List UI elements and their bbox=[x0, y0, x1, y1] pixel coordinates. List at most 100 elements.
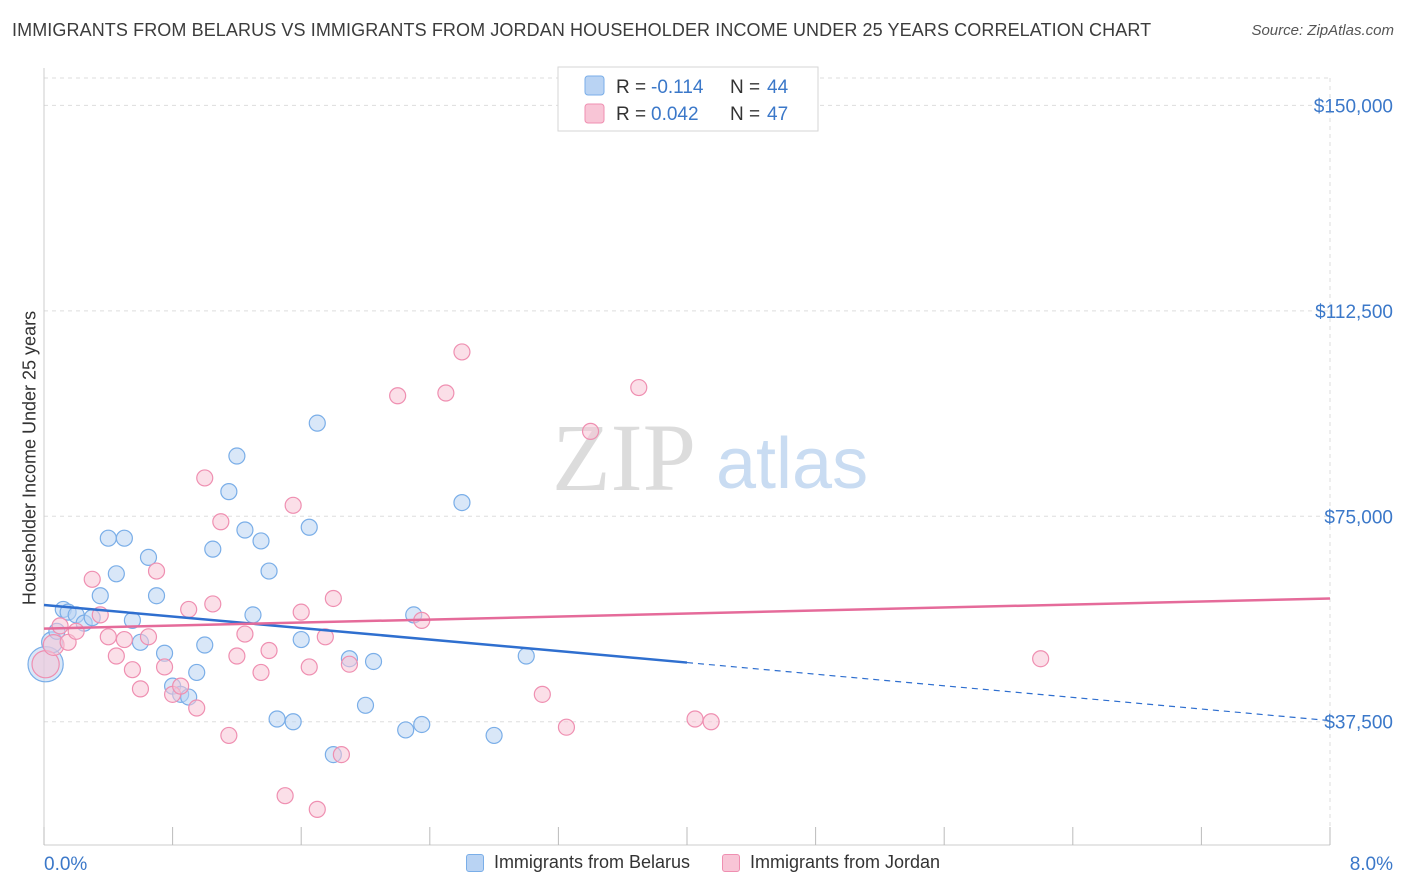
stats-r-label-jordan: R = bbox=[616, 104, 646, 125]
belarus-point-20 bbox=[188, 663, 206, 682]
jordan-trend-line bbox=[43, 597, 1331, 630]
belarus-point-11 bbox=[115, 529, 133, 547]
series-legend: Immigrants from Belarus Immigrants from … bbox=[0, 852, 1406, 873]
y-tick-label-1: $75,000 bbox=[1324, 507, 1393, 528]
jordan-point-25 bbox=[252, 663, 270, 682]
belarus-point-33 bbox=[308, 414, 326, 432]
belarus-point-9 bbox=[99, 529, 117, 547]
jordan-point-19 bbox=[196, 469, 214, 487]
jordan-point-44 bbox=[686, 710, 704, 728]
belarus-point-42 bbox=[485, 726, 503, 745]
jordan-point-17 bbox=[180, 600, 198, 619]
belarus-point-38 bbox=[397, 721, 415, 739]
jordan-point-31 bbox=[308, 800, 326, 818]
legend-swatch-belarus bbox=[465, 853, 484, 872]
jordan-point-42 bbox=[581, 422, 600, 440]
jordan-point-23 bbox=[228, 647, 246, 665]
stats-n-value-jordan: 47 bbox=[767, 104, 788, 125]
jordan-point-18 bbox=[188, 699, 206, 717]
stats-n-label-jordan: N = bbox=[730, 104, 760, 125]
jordan-point-43 bbox=[630, 378, 648, 397]
belarus-point-26 bbox=[244, 606, 262, 624]
belarus-point-24 bbox=[228, 447, 246, 465]
belarus-points bbox=[27, 414, 535, 764]
belarus-point-15 bbox=[147, 587, 166, 605]
legend-entry-jordan[interactable]: Immigrants from Jordan bbox=[722, 852, 940, 873]
belarus-point-27 bbox=[252, 532, 270, 550]
y-tick-label-2: $112,500 bbox=[1315, 302, 1393, 323]
belarus-point-10 bbox=[107, 565, 125, 583]
y-tick-labels: $37,500 $75,000 $112,500 $150,000 bbox=[1314, 96, 1393, 733]
belarus-point-23 bbox=[220, 483, 238, 501]
stats-legend: R = -0.114 N = 44 R = 0.042 N = 47 bbox=[557, 66, 819, 132]
watermark-zip: ZIP bbox=[552, 404, 696, 511]
belarus-point-22 bbox=[204, 540, 222, 558]
belarus-point-21 bbox=[196, 636, 214, 654]
belarus-trend-line bbox=[43, 603, 688, 664]
belarus-point-43 bbox=[517, 647, 535, 665]
y-tick-label-3: $150,000 bbox=[1314, 96, 1393, 117]
axes bbox=[43, 68, 1331, 846]
jordan-point-16 bbox=[172, 677, 190, 695]
legend-label-belarus: Immigrants from Belarus bbox=[493, 852, 690, 872]
belarus-point-28 bbox=[260, 562, 278, 580]
jordan-point-29 bbox=[292, 603, 310, 621]
chart-title: IMMIGRANTS FROM BELARUS VS IMMIGRANTS FR… bbox=[12, 20, 1152, 40]
jordan-point-22 bbox=[220, 726, 238, 745]
x-tick-label-0: 0.0% bbox=[44, 854, 87, 875]
jordan-point-12 bbox=[139, 628, 158, 646]
jordan-point-7 bbox=[99, 628, 117, 646]
belarus-point-40 bbox=[413, 715, 431, 734]
jordan-point-9 bbox=[115, 630, 133, 649]
jordan-point-5 bbox=[83, 570, 101, 588]
y-tick-label-0: $37,500 bbox=[1324, 713, 1393, 734]
jordan-points bbox=[31, 343, 1050, 818]
jordan-point-27 bbox=[276, 787, 294, 805]
legend-entry-belarus[interactable]: Immigrants from Belarus bbox=[465, 852, 690, 873]
belarus-point-41 bbox=[453, 493, 471, 512]
jordan-point-26 bbox=[260, 641, 278, 660]
belarus-point-8 bbox=[91, 587, 109, 605]
x-tick-labels: 0.0% 8.0% bbox=[44, 854, 1393, 875]
stats-n-value-belarus: 44 bbox=[767, 77, 789, 98]
jordan-point-21 bbox=[212, 513, 230, 531]
jordan-point-39 bbox=[453, 343, 471, 361]
jordan-point-24 bbox=[236, 625, 254, 643]
jordan-point-30 bbox=[300, 658, 318, 676]
jordan-point-2 bbox=[51, 617, 69, 635]
jordan-point-4 bbox=[67, 622, 85, 640]
jordan-point-41 bbox=[557, 718, 576, 736]
jordan-point-33 bbox=[324, 589, 342, 608]
stats-r-value-belarus: -0.114 bbox=[651, 77, 704, 98]
jordan-point-11 bbox=[131, 680, 150, 698]
jordan-point-36 bbox=[389, 387, 407, 405]
stats-legend-swatch-jordan bbox=[584, 103, 605, 124]
jordan-point-32 bbox=[316, 628, 334, 646]
jordan-point-14 bbox=[155, 658, 174, 676]
jordan-point-45 bbox=[702, 713, 720, 731]
jordan-point-35 bbox=[340, 655, 359, 673]
belarus-point-37 bbox=[364, 652, 383, 671]
jordan-point-28 bbox=[284, 496, 302, 514]
jordan-point-8 bbox=[107, 647, 125, 665]
watermark-atlas: atlas bbox=[716, 424, 868, 504]
jordan-point-40 bbox=[533, 685, 551, 703]
stats-legend-swatch-belarus bbox=[584, 75, 605, 96]
jordan-point-38 bbox=[437, 384, 455, 402]
belarus-point-36 bbox=[356, 696, 375, 714]
belarus-point-14 bbox=[139, 548, 158, 566]
jordan-point-20 bbox=[204, 595, 222, 613]
source-credit: Source: ZipAtlas.com bbox=[1251, 22, 1394, 39]
belarus-point-31 bbox=[292, 630, 310, 649]
legend-label-jordan: Immigrants from Jordan bbox=[750, 852, 941, 872]
belarus-point-32 bbox=[300, 518, 318, 536]
stats-r-label-belarus: R = bbox=[616, 77, 646, 98]
belarus-point-29 bbox=[268, 710, 286, 728]
jordan-point-46 bbox=[1032, 650, 1050, 668]
legend-swatch-jordan bbox=[722, 853, 740, 872]
belarus-point-25 bbox=[236, 521, 254, 539]
belarus-trend-line-extension bbox=[686, 661, 1331, 722]
trend-lines bbox=[43, 597, 1331, 722]
belarus-point-30 bbox=[284, 713, 302, 731]
